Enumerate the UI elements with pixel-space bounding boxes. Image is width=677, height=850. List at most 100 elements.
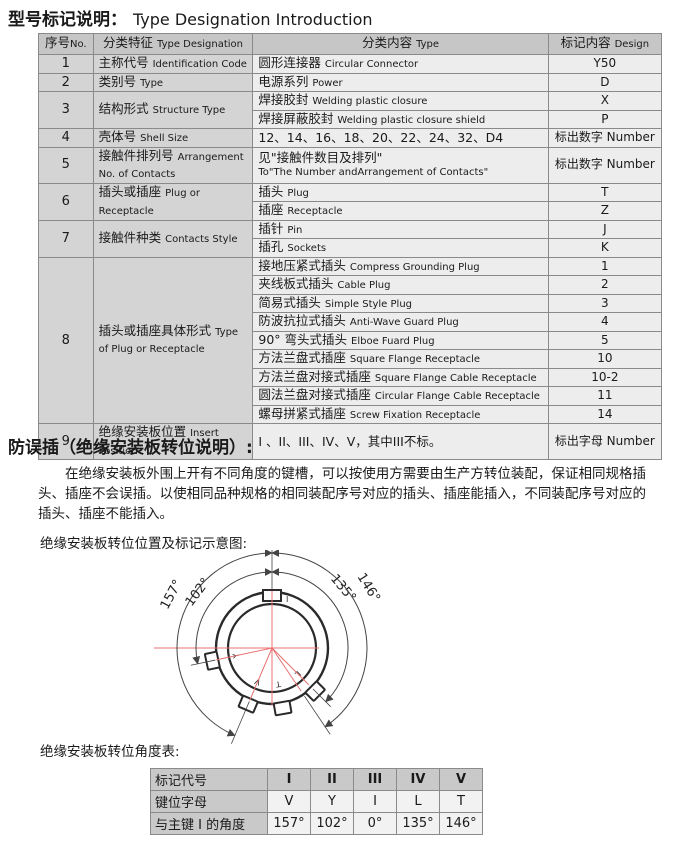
mark-cell: X <box>547 91 663 111</box>
text-cn: 圆法兰盘对接式插座 <box>258 387 371 402</box>
text-en: Anti-Wave Guard Plug <box>349 317 459 328</box>
feature-cell: 接触件种类 Contacts Style <box>92 219 254 258</box>
table-row: 9 绝缘安装板位置 Insert Position I 、II、III、IV、V，其… <box>38 423 663 460</box>
angle-table-caption: 绝缘安装板转位角度表: <box>40 744 180 760</box>
row-number: 7 <box>38 219 94 258</box>
table-row: 3 结构形式 Structure Type 焊接胶封 Welding plastic… <box>38 91 663 129</box>
feature-cell: 插头或插座具体形式 Type of Plug or Receptacle <box>92 256 254 424</box>
text-cn: I 、II、III、IV、V，其中III不标。 <box>258 433 442 449</box>
position-ray <box>271 647 310 686</box>
table-row: 夹线板式插头 Cable Plug 2 <box>39 275 663 295</box>
content-cell: 插孔 Sockets <box>252 238 549 258</box>
text-en: Welding plastic closure <box>312 96 428 107</box>
feature-cell: 壳体号 Shell Size <box>92 128 254 148</box>
feature-cell: 结构形式 Structure Type <box>92 91 254 129</box>
text-en: To"The Number andArrangement of Contacts… <box>258 167 489 178</box>
header-feature: 分类特征 Type Designation <box>92 33 254 55</box>
row-number: 8 <box>38 256 94 424</box>
text-cn: 壳体号 <box>98 129 137 144</box>
text-en: Screw Fixation Receptacle <box>349 409 481 421</box>
mark-cell: 标出数字 Number <box>547 146 663 184</box>
text-en: Plug <box>287 187 309 199</box>
row-number: 4 <box>38 128 94 148</box>
mark-cell: 1 <box>547 256 663 276</box>
angle-cell: Y <box>310 790 354 813</box>
text-en: Pin <box>287 224 303 236</box>
content-cell: 电源系列 Power <box>252 72 549 92</box>
mark-cell: 标出字母 Number <box>547 423 663 460</box>
content-cell: 焊接胶封 Welding plastic closure <box>252 91 549 111</box>
text-en: Identification Code <box>152 59 247 70</box>
angle-cell: 0° <box>353 812 397 835</box>
content-cell: 接地压紧式插头 Compress Grounding Plug <box>252 256 549 276</box>
text-en: Contacts Style <box>165 233 238 245</box>
text-cn: 圆形连接器 <box>258 55 321 70</box>
table-row: 7 接触件种类 Contacts Style 插针 Pin J <box>38 219 663 258</box>
text-cn: 接触件种类 <box>98 229 162 245</box>
table-row: 5 接触件排列号 Arrangement No. of Contacts 见"接触件… <box>38 146 663 184</box>
type-designation-table: 序号No. 分类特征 Type Designation 分类内容 Type 标记… <box>38 33 663 460</box>
keyway-letter: T <box>275 679 282 689</box>
row-number: 6 <box>38 182 94 221</box>
table-row: 6 插头或插座 Plug or Receptacle 插头 Plug T <box>38 182 663 221</box>
text-en: Square Flange Receptacle <box>349 354 481 365</box>
position-ray <box>216 647 273 661</box>
dimension-arc <box>192 568 273 665</box>
text-cn: 简易式插头 <box>258 294 321 310</box>
page-title: 型号标记说明： Type Designation Introduction <box>8 5 373 30</box>
text-cn: 方法兰盘对接式插座 <box>258 368 371 384</box>
text-en: Plug or Receptacle <box>98 188 201 217</box>
angle-row-label: 键位字母 <box>150 790 268 813</box>
table-row: 插座 Receptacle Z <box>39 201 663 221</box>
mark-cell: 5 <box>547 330 663 350</box>
mark-cell: 标出数字 Number <box>547 128 663 148</box>
text-en: Square Flange Cable Receptacle <box>374 372 537 384</box>
content-cell: 插针 Pin <box>252 219 549 239</box>
keying-position-diagram: VYILT157°102°135°146° <box>154 550 383 744</box>
angle-cell: V <box>439 768 483 791</box>
text-cn: 插孔 <box>258 239 284 254</box>
content-cell: 防波抗拉式插头 Anti-Wave Guard Plug <box>252 312 549 332</box>
angle-cell: 102° <box>310 812 354 835</box>
dimension-label: 157° <box>158 577 186 612</box>
mark-cell: P <box>547 109 663 129</box>
table-row: 4 壳体号 Shell Size 12、14、16、18、20、22、24、32、D… <box>38 128 663 148</box>
angle-table-row: 与主键 I 的角度 157° 102° 0° 135° 146° <box>150 812 483 835</box>
keyway-letter: I <box>286 595 288 604</box>
angle-table-body: 标记代号 I II III IV V 键位字母 V Y I L T 与主键 I 的角度 157° 102° 0… <box>150 768 483 835</box>
dimension-label: 146° <box>354 571 383 606</box>
page-title-en: Type Designation Introduction <box>133 10 373 29</box>
row-number: 2 <box>38 72 94 92</box>
text-cn: 插头 <box>258 183 284 199</box>
figure-caption: 绝缘安装板转位位置及标记示意图: <box>40 536 248 552</box>
text-en: Type of Plug or Receptacle <box>98 326 239 356</box>
angle-cell: III <box>353 768 397 791</box>
section-paragraph: 在绝缘安装板外围上开有不同角度的键槽，可以按使用方需要由生产方转位装配，保证相同… <box>38 466 646 522</box>
header-mark: 标记内容 Design <box>547 33 663 55</box>
table-row: 方法兰盘式插座 Square Flange Receptacle 10 <box>39 349 663 369</box>
table-row: 防波抗拉式插头 Anti-Wave Guard Plug 4 <box>39 312 663 332</box>
content-cell: 插座 Receptacle <box>252 201 549 221</box>
angle-cell: 146° <box>439 812 483 835</box>
text-en: Simple Style Plug <box>324 298 413 310</box>
text-cn: 90° 弯头式插头 <box>258 331 348 347</box>
text-cn: 夹线板式插头 <box>258 276 334 291</box>
mark-cell: D <box>547 72 663 92</box>
content-cell: 圆形连接器 Circular Connector <box>252 54 549 74</box>
feature-cell: 接触件排列号 Arrangement No. of Contacts <box>92 146 254 184</box>
content-cell: 螺母拼紧式插座 Screw Fixation Receptacle <box>252 404 549 424</box>
angle-cell: II <box>310 768 354 791</box>
text-cn: 结构形式 <box>98 101 149 117</box>
content-cell: 简易式插头 Simple Style Plug <box>252 293 549 313</box>
text-en: Receptacle <box>287 206 343 217</box>
content-cell: 方法兰盘式插座 Square Flange Receptacle <box>252 349 549 369</box>
mark-cell: T <box>547 182 663 202</box>
content-cell: 方法兰盘对接式插座 Square Flange Cable Receptacle <box>252 367 549 387</box>
table-row: 螺母拼紧式插座 Screw Fixation Receptacle 14 <box>39 404 663 424</box>
text-en: Type <box>140 77 164 89</box>
mark-cell: Y50 <box>547 54 663 74</box>
dimension-arc <box>271 550 368 728</box>
table-row: 简易式插头 Simple Style Plug 3 <box>39 293 663 313</box>
text-cn: 主称代号 <box>98 55 149 70</box>
